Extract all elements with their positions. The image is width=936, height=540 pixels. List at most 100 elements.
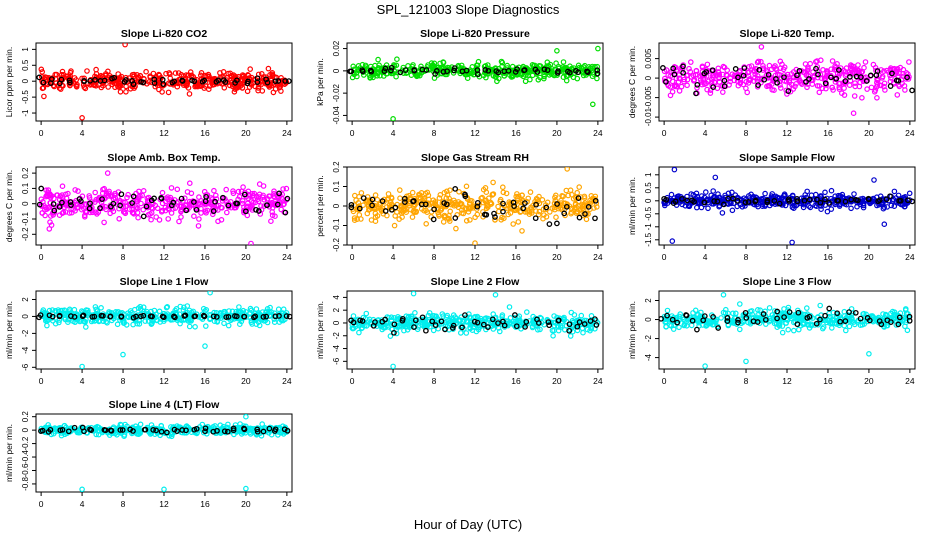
data-point bbox=[375, 56, 381, 63]
hourly-point bbox=[694, 81, 701, 88]
hourly-point bbox=[203, 193, 209, 200]
data-point bbox=[239, 198, 246, 204]
hourly-point bbox=[452, 215, 459, 221]
data-point bbox=[356, 203, 363, 209]
chart-title: Slope Line 2 Flow bbox=[431, 276, 521, 288]
data-point bbox=[277, 429, 284, 436]
hourly-point bbox=[233, 313, 240, 320]
data-point bbox=[429, 64, 436, 70]
data-point bbox=[116, 205, 122, 212]
data-point bbox=[803, 305, 810, 311]
data-point bbox=[525, 72, 531, 79]
data-point bbox=[386, 202, 393, 208]
hourly-point bbox=[474, 319, 481, 326]
data-point bbox=[864, 86, 870, 92]
data-point bbox=[836, 322, 843, 329]
data-point bbox=[148, 216, 154, 223]
x-tick-label: 24 bbox=[593, 128, 603, 138]
data-point bbox=[156, 308, 163, 315]
data-point bbox=[483, 74, 489, 81]
data-point bbox=[574, 75, 581, 82]
data-point bbox=[140, 206, 147, 213]
x-tick-label: 24 bbox=[905, 128, 915, 138]
hourly-point bbox=[391, 329, 397, 336]
hourly-point bbox=[735, 74, 741, 81]
outlier-point bbox=[410, 291, 417, 297]
x-tick-label: 16 bbox=[511, 128, 521, 138]
hourly-point bbox=[750, 318, 757, 325]
data-point bbox=[784, 71, 791, 78]
y-tick-label: 0 bbox=[332, 68, 341, 73]
hourly-point bbox=[495, 69, 502, 76]
y-tick-label: -0.2 bbox=[21, 436, 30, 450]
data-point bbox=[686, 65, 692, 72]
x-tick-label: 4 bbox=[80, 252, 85, 262]
data-point bbox=[879, 73, 886, 80]
y-tick-label: -0.01 bbox=[644, 107, 653, 126]
data-point bbox=[559, 66, 566, 72]
hourly-point bbox=[680, 63, 686, 70]
data-point bbox=[443, 314, 450, 321]
data-point bbox=[591, 71, 597, 78]
data-point bbox=[115, 194, 121, 201]
data-point bbox=[496, 328, 503, 335]
hourly-point bbox=[554, 201, 560, 207]
data-point bbox=[594, 63, 601, 70]
hourly-point bbox=[794, 195, 800, 202]
hourly-point bbox=[863, 78, 870, 84]
data-point bbox=[690, 310, 696, 316]
hourly-point bbox=[897, 197, 904, 204]
data-point bbox=[729, 207, 736, 214]
data-point bbox=[742, 203, 748, 209]
data-point bbox=[511, 314, 518, 321]
data-point bbox=[708, 192, 715, 199]
data-point bbox=[880, 311, 886, 317]
hourly-point bbox=[286, 313, 292, 320]
y-axis-label: degrees C per min. bbox=[627, 46, 637, 118]
data-point bbox=[829, 317, 836, 324]
data-point bbox=[174, 186, 181, 193]
hourly-point bbox=[755, 82, 761, 88]
data-point bbox=[129, 72, 136, 78]
hourly-point bbox=[735, 317, 741, 323]
hourly-point bbox=[242, 208, 249, 215]
data-point bbox=[449, 315, 455, 321]
hourly-point bbox=[895, 77, 902, 84]
data-point bbox=[92, 304, 99, 310]
data-point bbox=[808, 321, 815, 328]
data-point bbox=[515, 219, 522, 225]
hourly-point bbox=[745, 199, 752, 205]
data-point bbox=[785, 326, 792, 333]
hourly-point bbox=[86, 205, 93, 212]
hourly-point bbox=[348, 204, 355, 211]
data-point bbox=[824, 208, 831, 215]
hourly-point bbox=[49, 313, 56, 320]
data-point bbox=[149, 319, 155, 326]
data-point bbox=[73, 83, 80, 89]
hourly-point bbox=[853, 73, 860, 80]
data-point bbox=[387, 333, 394, 339]
data-point bbox=[93, 83, 99, 89]
outlier-point bbox=[248, 240, 254, 245]
hourly-point bbox=[68, 313, 74, 319]
data-point bbox=[684, 82, 690, 89]
data-point bbox=[478, 195, 485, 202]
outlier-point bbox=[104, 170, 111, 176]
data-point bbox=[729, 189, 735, 196]
hourly-point bbox=[764, 197, 771, 204]
hourly-point bbox=[109, 75, 115, 82]
x-tick-label: 12 bbox=[782, 376, 792, 386]
data-point bbox=[362, 62, 369, 69]
hourly-point bbox=[896, 314, 903, 321]
hourly-point bbox=[129, 200, 135, 206]
y-axis-label: ml/min per min. bbox=[627, 301, 637, 359]
data-point bbox=[688, 322, 695, 329]
hourly-point bbox=[889, 70, 895, 77]
data-point bbox=[472, 214, 478, 221]
data-point bbox=[816, 83, 823, 89]
hourly-point bbox=[367, 67, 374, 74]
data-point bbox=[181, 304, 187, 311]
hourly-point bbox=[566, 69, 573, 76]
hourly-point bbox=[734, 197, 741, 204]
